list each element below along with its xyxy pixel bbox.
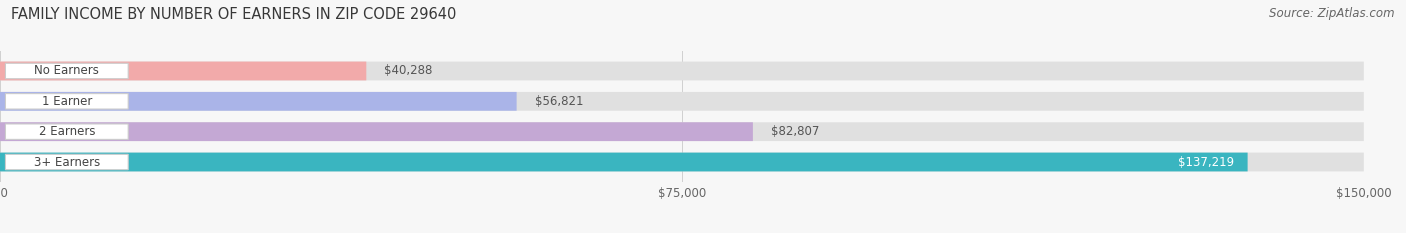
Text: $137,219: $137,219 bbox=[1178, 155, 1234, 168]
Text: $56,821: $56,821 bbox=[534, 95, 583, 108]
FancyBboxPatch shape bbox=[0, 122, 1364, 141]
FancyBboxPatch shape bbox=[0, 92, 516, 111]
Text: $40,288: $40,288 bbox=[384, 65, 433, 78]
FancyBboxPatch shape bbox=[6, 154, 128, 170]
Text: FAMILY INCOME BY NUMBER OF EARNERS IN ZIP CODE 29640: FAMILY INCOME BY NUMBER OF EARNERS IN ZI… bbox=[11, 7, 457, 22]
Text: No Earners: No Earners bbox=[34, 65, 100, 78]
Text: 1 Earner: 1 Earner bbox=[42, 95, 91, 108]
FancyBboxPatch shape bbox=[0, 62, 367, 80]
FancyBboxPatch shape bbox=[0, 122, 752, 141]
FancyBboxPatch shape bbox=[6, 63, 128, 79]
FancyBboxPatch shape bbox=[0, 153, 1247, 171]
FancyBboxPatch shape bbox=[6, 94, 128, 109]
Text: 3+ Earners: 3+ Earners bbox=[34, 155, 100, 168]
FancyBboxPatch shape bbox=[0, 62, 1364, 80]
FancyBboxPatch shape bbox=[0, 92, 1364, 111]
Text: Source: ZipAtlas.com: Source: ZipAtlas.com bbox=[1270, 7, 1395, 20]
FancyBboxPatch shape bbox=[6, 124, 128, 139]
Text: 2 Earners: 2 Earners bbox=[38, 125, 96, 138]
FancyBboxPatch shape bbox=[0, 153, 1364, 171]
Text: $82,807: $82,807 bbox=[770, 125, 820, 138]
